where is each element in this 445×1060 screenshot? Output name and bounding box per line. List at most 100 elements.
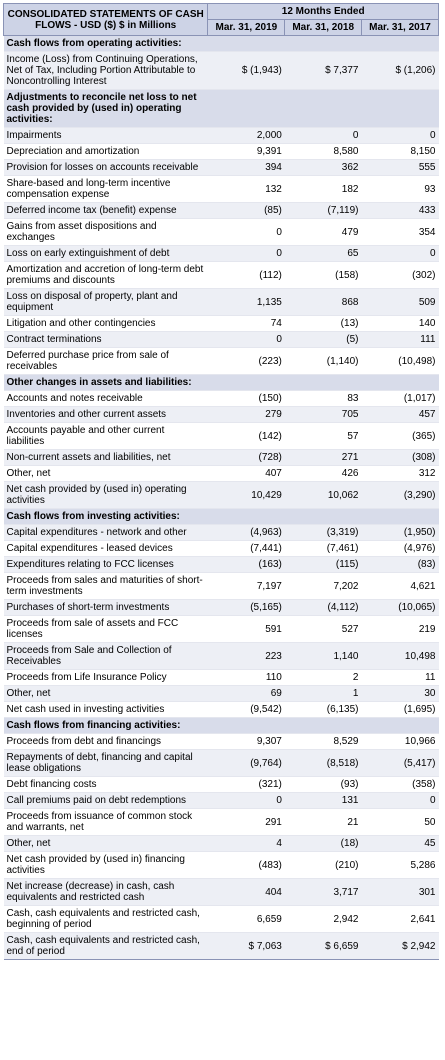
value-cell: 426 — [284, 465, 362, 482]
value-cell: (5,417) — [361, 749, 439, 777]
value-cell: 362 — [284, 159, 362, 176]
table-row: Amortization and accretion of long-term … — [3, 261, 439, 289]
table-row: Other, net 4 (18) 45 — [3, 835, 439, 852]
section-label: Other changes in assets and liabilities: — [3, 374, 208, 391]
value-cell: (3,290) — [361, 481, 439, 509]
table-row: Cash, cash equivalents and restricted ca… — [3, 932, 439, 960]
table-row: Proceeds from sales and maturities of sh… — [3, 572, 439, 600]
value-cell: 69 — [207, 685, 285, 702]
value-cell: 140 — [361, 315, 439, 332]
row-label: Cash, cash equivalents and restricted ca… — [3, 905, 208, 933]
value-cell: 527 — [284, 615, 362, 643]
value-cell: (1,695) — [361, 701, 439, 718]
statement-title: CONSOLIDATED STATEMENTS OF CASH FLOWS - … — [2, 3, 209, 36]
value-cell — [361, 508, 439, 525]
section-header-row: Cash flows from financing activities: — [3, 717, 439, 734]
value-cell: 10,062 — [284, 481, 362, 509]
row-label: Purchases of short-term investments — [3, 599, 208, 616]
value-cell: 279 — [207, 406, 285, 423]
table-row: Share-based and long-term incentive comp… — [3, 175, 439, 203]
table-row: Depreciation and amortization 9,391 8,580 8… — [3, 143, 439, 160]
column-header-2018: Mar. 31, 2018 — [284, 19, 362, 36]
value-cell: 5,286 — [361, 851, 439, 879]
row-label: Contract terminations — [3, 331, 208, 348]
value-cell: 479 — [284, 218, 362, 246]
value-cell: 9,307 — [207, 733, 285, 750]
row-label: Loss on disposal of property, plant and … — [3, 288, 208, 316]
table-row: Loss on disposal of property, plant and … — [3, 288, 439, 316]
row-label: Capital expenditures - leased devices — [3, 540, 208, 557]
value-cell: $ (1,206) — [361, 51, 439, 90]
table-row: Proceeds from sale of assets and FCC lic… — [3, 615, 439, 643]
table-row: Other, net 407 426 312 — [3, 465, 439, 482]
value-cell: (365) — [361, 422, 439, 450]
value-cell — [284, 89, 362, 128]
value-cell: $ 7,063 — [207, 932, 285, 960]
value-cell: 45 — [361, 835, 439, 852]
table-row: Capital expenditures - leased devices (7,… — [3, 540, 439, 557]
value-cell: 394 — [207, 159, 285, 176]
value-cell — [361, 35, 439, 52]
table-row: Repayments of debt, financing and capita… — [3, 749, 439, 777]
value-cell: (142) — [207, 422, 285, 450]
value-cell: 2,641 — [361, 905, 439, 933]
value-cell: 407 — [207, 465, 285, 482]
table-row: Proceeds from issuance of common stock a… — [3, 808, 439, 836]
value-cell — [207, 508, 285, 525]
value-cell: (115) — [284, 556, 362, 573]
table-row: Expenditures relating to FCC licenses (16… — [3, 556, 439, 573]
value-cell: (1,950) — [361, 524, 439, 541]
table-row: Income (Loss) from Continuing Operations… — [3, 51, 439, 90]
value-cell: (163) — [207, 556, 285, 573]
table-row: Call premiums paid on debt redemptions 0 1… — [3, 792, 439, 809]
value-cell: 93 — [361, 175, 439, 203]
table-row: Deferred income tax (benefit) expense (85… — [3, 202, 439, 219]
value-cell — [207, 89, 285, 128]
row-label: Net cash provided by (used in) operating… — [3, 481, 208, 509]
value-cell: 4 — [207, 835, 285, 852]
row-label: Call premiums paid on debt redemptions — [3, 792, 208, 809]
value-cell: 457 — [361, 406, 439, 423]
row-label: Other, net — [3, 685, 208, 702]
value-cell: (7,119) — [284, 202, 362, 219]
value-cell: 0 — [361, 245, 439, 262]
value-cell: (83) — [361, 556, 439, 573]
value-cell — [361, 374, 439, 391]
table-row: Impairments 2,000 0 0 — [3, 127, 439, 144]
value-cell: 705 — [284, 406, 362, 423]
statement-container: CONSOLIDATED STATEMENTS OF CASH FLOWS - … — [2, 3, 440, 960]
value-cell: $ 2,942 — [361, 932, 439, 960]
value-cell: (112) — [207, 261, 285, 289]
value-cell: 2,942 — [284, 905, 362, 933]
table-row: Accounts and notes receivable (150) 83 (1,0… — [3, 390, 439, 407]
value-cell: 354 — [361, 218, 439, 246]
row-label: Proceeds from Sale and Collection of Rec… — [3, 642, 208, 670]
value-cell: 2,000 — [207, 127, 285, 144]
value-cell — [284, 35, 362, 52]
value-cell: 0 — [361, 792, 439, 809]
value-cell: 9,391 — [207, 143, 285, 160]
row-label: Net increase (decrease) in cash, cash eq… — [3, 878, 208, 906]
value-cell: (10,065) — [361, 599, 439, 616]
row-label: Expenditures relating to FCC licenses — [3, 556, 208, 573]
value-cell: 182 — [284, 175, 362, 203]
value-cell: (13) — [284, 315, 362, 332]
cash-flow-table: CONSOLIDATED STATEMENTS OF CASH FLOWS - … — [2, 3, 440, 960]
table-row: Gains from asset dispositions and exchan… — [3, 218, 439, 246]
value-cell: (308) — [361, 449, 439, 466]
value-cell: 301 — [361, 878, 439, 906]
value-cell: (4,963) — [207, 524, 285, 541]
table-row: Proceeds from debt and financings 9,307 8,… — [3, 733, 439, 750]
row-label: Income (Loss) from Continuing Operations… — [3, 51, 208, 90]
section-label: Cash flows from investing activities: — [3, 508, 208, 525]
value-cell: 110 — [207, 669, 285, 686]
section-label: Cash flows from financing activities: — [3, 717, 208, 734]
row-label: Impairments — [3, 127, 208, 144]
section-label: Adjustments to reconcile net loss to net… — [3, 89, 208, 128]
period-header: 12 Months Ended — [207, 3, 439, 20]
value-cell: 0 — [207, 245, 285, 262]
value-cell: (3,319) — [284, 524, 362, 541]
value-cell: 10,429 — [207, 481, 285, 509]
value-cell: 219 — [361, 615, 439, 643]
value-cell — [207, 374, 285, 391]
